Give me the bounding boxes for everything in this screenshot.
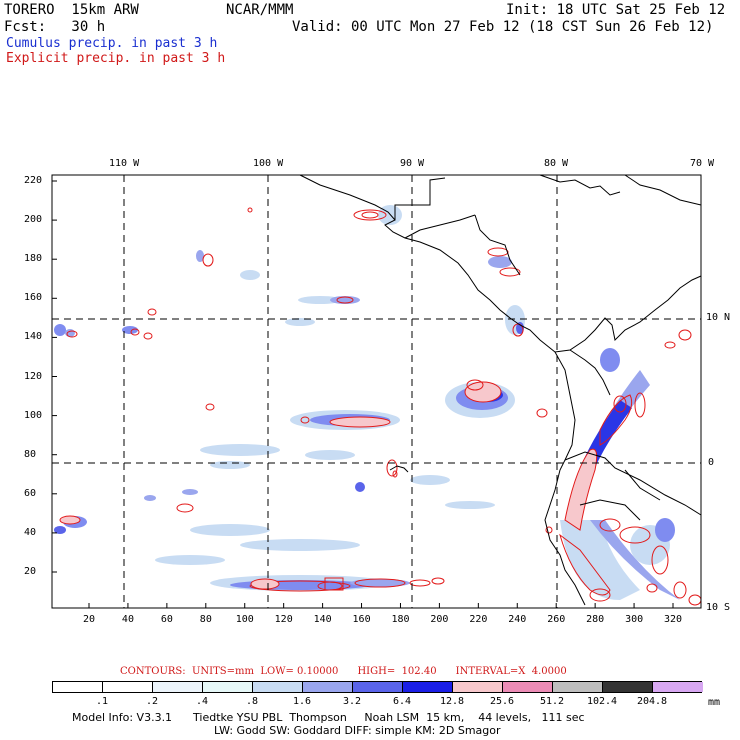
colorbar-label: 25.6 (489, 696, 515, 707)
x-tick-label: 300 (625, 614, 644, 625)
left-ticks (52, 180, 57, 573)
lon-label-90w: 90 W (400, 158, 425, 169)
x-tick-label: 260 (547, 614, 566, 625)
colorbar-label: .1 (95, 696, 109, 707)
colorbar-label: 12.8 (439, 696, 465, 707)
y-tick-label: 160 (24, 292, 43, 304)
x-tick-label: 160 (352, 614, 371, 625)
x-tick-label: 20 (83, 614, 96, 625)
colorbar-label: 1.6 (292, 696, 312, 707)
colorbar-swatch (253, 682, 303, 692)
model-title: TORERO 15km ARW (4, 2, 139, 18)
x-tick-label: 320 (664, 614, 683, 625)
colorbar-label: 3.2 (342, 696, 362, 707)
colorbar (52, 681, 703, 693)
colorbar-unit: mm (708, 697, 721, 708)
x-tick-label: 140 (313, 614, 332, 625)
colorbar-label: .2 (145, 696, 159, 707)
y-tick-label: 220 (24, 175, 43, 186)
colorbar-swatch (153, 682, 203, 692)
cumulus-precip-shading (54, 205, 680, 600)
y-tick-label: 140 (24, 331, 43, 343)
y-tick-label: 60 (24, 487, 37, 499)
colorbar-swatch (453, 682, 503, 692)
model-physics: LW: Godd SW: Goddard DIFF: simple KM: 2D… (214, 724, 501, 737)
colorbar-label: .4 (195, 696, 209, 707)
lat-label-10n: 10 N (706, 312, 731, 323)
coastlines (299, 174, 702, 606)
colorbar-swatch (553, 682, 603, 692)
colorbar-swatch (403, 682, 453, 692)
colorbar-label: 204.8 (636, 696, 668, 707)
x-tick-label: 120 (274, 614, 293, 625)
colorbar-swatch (353, 682, 403, 692)
explicit-precip-contours (59, 207, 702, 606)
model-info: Model Info: V3.3.1 Tiedtke YSU PBL Thomp… (72, 711, 585, 724)
forecast-hour: Fcst: 30 h (4, 19, 106, 35)
colorbar-swatch (603, 682, 653, 692)
map-frame (51, 174, 702, 609)
y-tick-label: 20 (24, 566, 37, 577)
colorbar-label: .8 (245, 696, 259, 707)
explicit-legend: Explicit precip. in past 3 h (6, 51, 226, 66)
x-tick-label: 240 (508, 614, 527, 625)
y-tick-label: 80 (24, 448, 37, 460)
contour-info: CONTOURS: UNITS=mm LOW= 0.10000 HIGH= 10… (120, 666, 567, 677)
colorbar-swatch (203, 682, 253, 692)
lon-label-100w: 100 W (253, 158, 284, 169)
x-tick-label: 200 (430, 614, 449, 625)
init-time: Init: 18 UTC Sat 25 Feb 12 (506, 2, 726, 18)
colorbar-swatch (503, 682, 553, 692)
lat-lon-grid (52, 175, 701, 608)
x-tick-label: 280 (586, 614, 605, 625)
bottom-ticks (88, 603, 674, 608)
lon-label-80w: 80 W (544, 158, 569, 169)
x-tick-label: 40 (121, 614, 134, 625)
y-tick-label: 100 (24, 409, 43, 421)
y-tick-label: 200 (24, 214, 43, 226)
y-tick-label: 180 (24, 253, 43, 265)
valid-time: Valid: 00 UTC Mon 27 Feb 12 (18 CST Sun … (292, 19, 714, 35)
x-tick-label: 220 (469, 614, 488, 625)
x-tick-label: 80 (199, 614, 212, 625)
x-tick-label: 100 (235, 614, 254, 625)
colorbar-label: 6.4 (392, 696, 412, 707)
y-tick-label: 40 (24, 526, 37, 538)
lon-label-70w: 70 W (690, 158, 715, 169)
colorbar-swatch (653, 682, 703, 692)
colorbar-label: 51.2 (539, 696, 565, 707)
colorbar-swatch (53, 682, 103, 692)
y-tick-label: 120 (24, 370, 43, 382)
colorbar-label: 102.4 (586, 696, 618, 707)
x-tick-label: 180 (391, 614, 410, 625)
lon-label-110w: 110 W (109, 158, 140, 169)
cumulus-legend: Cumulus precip. in past 3 h (6, 36, 218, 51)
colorbar-swatch (103, 682, 153, 692)
x-tick-label: 60 (160, 614, 173, 625)
center-label: NCAR/MMM (226, 2, 294, 18)
colorbar-swatch (303, 682, 353, 692)
lat-label-0: 0 (708, 457, 715, 468)
lat-label-10s: 10 S (706, 602, 731, 613)
